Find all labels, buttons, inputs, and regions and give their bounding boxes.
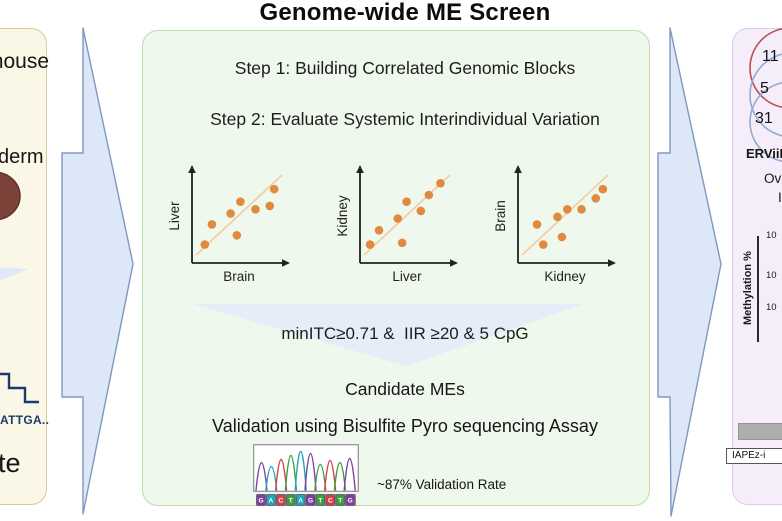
svg-text:Brain: Brain	[223, 269, 255, 284]
left-panel	[0, 28, 47, 505]
svg-text:G: G	[258, 498, 263, 505]
tissue-label: derm	[0, 146, 44, 168]
svg-text:A: A	[269, 498, 274, 505]
methylation-tick-3: 10	[766, 302, 777, 313]
methylation-axis-label: Methylation %	[742, 251, 754, 325]
scatter-plot-liver-vs-brain: Liver Brain	[167, 165, 290, 284]
methylation-step-line	[0, 372, 39, 404]
diagram-title: Genome-wide ME Screen	[259, 0, 551, 26]
genome-track-bar	[738, 423, 782, 440]
svg-text:T: T	[318, 498, 322, 505]
sequence-label: ATTGA..	[0, 413, 50, 427]
selection-funnel-fragment	[0, 267, 28, 281]
venn-count-2: 5	[760, 80, 769, 97]
validation-method-label: Validation using Bisulfite Pyro sequenci…	[212, 416, 598, 436]
step1-label: Step 1: Building Correlated Genomic Bloc…	[234, 58, 576, 78]
svg-text:G: G	[348, 498, 353, 505]
methylation-axis-line	[757, 236, 759, 342]
svg-text:A: A	[298, 498, 303, 505]
erv-label: ERViiI	[746, 146, 782, 161]
filter-funnel	[193, 304, 584, 366]
venn-circle-red	[749, 28, 782, 108]
filter-criteria-label: minITC≥0.71 & IIR ≥20 & 5 CpG	[281, 324, 529, 343]
methylation-tick-1: 10	[766, 230, 777, 241]
svg-text:Kidney: Kidney	[335, 195, 350, 237]
step2-label: Step 2: Evaluate Systemic Interindividua…	[210, 109, 600, 129]
svg-text:C: C	[328, 498, 333, 505]
species-label: mouse	[0, 50, 50, 73]
svg-text:T: T	[289, 498, 293, 505]
overlap-label-line1: Ov	[764, 171, 782, 186]
overlap-label-line2: I	[778, 190, 782, 205]
svg-text:C: C	[278, 498, 283, 505]
venn-count-3: 31	[755, 110, 773, 127]
svg-text:Liver: Liver	[167, 201, 182, 231]
svg-text:T: T	[338, 498, 342, 505]
svg-text:Kidney: Kidney	[544, 269, 586, 284]
main-panel	[142, 30, 650, 506]
venn-circle-blue-2	[749, 82, 782, 162]
venn-count-1: 11	[762, 48, 779, 65]
scatter-plot-brain-vs-kidney: Brain Kidney	[493, 165, 616, 284]
svg-text:Liver: Liver	[392, 269, 422, 284]
svg-text:G: G	[308, 498, 313, 505]
venn-diagram	[749, 28, 782, 162]
svg-text:Brain: Brain	[493, 200, 508, 232]
track-name-box: IAPEz-i	[726, 448, 782, 464]
flow-arrow-2	[657, 27, 722, 517]
left-fragment-label: te	[0, 448, 21, 478]
venn-circle-blue-1	[749, 53, 782, 137]
flow-arrow-1	[61, 27, 134, 515]
candidate-mes-label: Candidate MEs	[345, 379, 465, 399]
embryo-blob	[0, 171, 21, 221]
scatter-plot-kidney-vs-liver: Kidney Liver	[335, 165, 458, 284]
validation-rate-label: ~87% Validation Rate	[377, 477, 507, 492]
methylation-tick-2: 10	[766, 270, 777, 281]
